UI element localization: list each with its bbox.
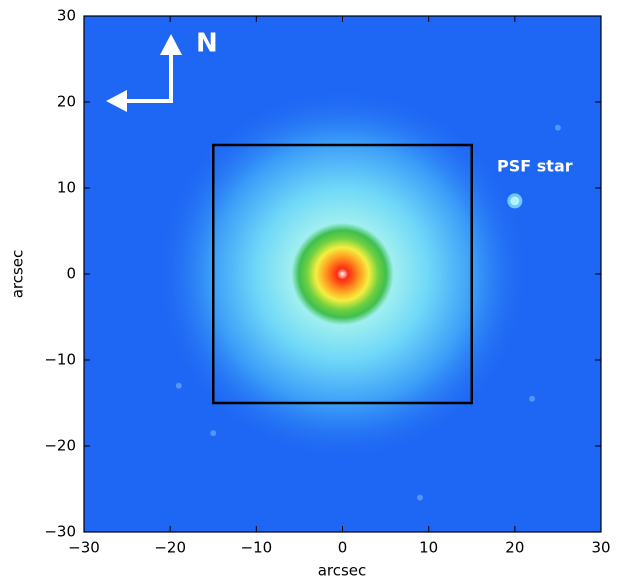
arrow-head xyxy=(106,90,127,112)
y-tick-label: 0 xyxy=(66,265,76,283)
galaxy-glow xyxy=(152,84,533,464)
x-tick-label: 0 xyxy=(338,539,348,557)
psf-star xyxy=(507,193,523,209)
background-star xyxy=(417,494,424,501)
background-star xyxy=(175,382,182,389)
arrow-head xyxy=(160,34,182,55)
background-star xyxy=(210,430,217,437)
x-tick-label: 30 xyxy=(591,539,610,557)
x-tick-label: −20 xyxy=(154,539,186,557)
y-tick-label: 10 xyxy=(57,179,76,197)
x-tick-label: 20 xyxy=(505,539,524,557)
y-tick-label: −20 xyxy=(44,437,76,455)
region-box xyxy=(212,143,473,405)
compass xyxy=(106,34,182,112)
x-tick-label: −10 xyxy=(241,539,273,557)
y-tick-label: −10 xyxy=(44,351,76,369)
psf-star-label: PSF star xyxy=(497,156,573,175)
plot xyxy=(152,84,561,501)
compass-label: N xyxy=(196,29,218,59)
y-tick-label: −30 xyxy=(44,523,76,541)
y-tick-label: 30 xyxy=(57,7,76,25)
x-tick-label: −30 xyxy=(68,539,100,557)
background-star xyxy=(529,395,536,402)
y-tick-label: 20 xyxy=(57,93,76,111)
x-tick-label: 10 xyxy=(419,539,438,557)
y-axis-label: arcsec xyxy=(9,250,27,299)
background-star xyxy=(554,124,561,131)
x-axis-label: arcsec xyxy=(318,562,367,580)
